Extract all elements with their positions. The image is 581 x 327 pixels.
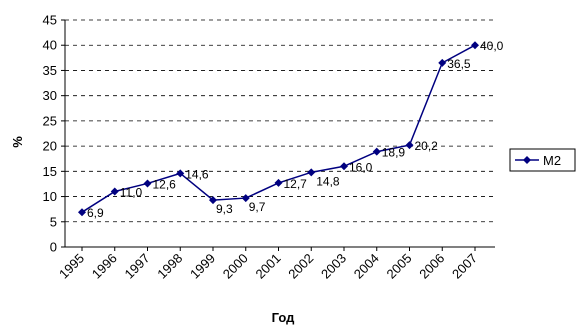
x-tick-label: 2001	[253, 251, 284, 282]
x-tick-label: 2006	[416, 251, 447, 282]
x-tick-label: 2003	[318, 251, 349, 282]
x-tick-label: 2002	[285, 251, 316, 282]
y-tick-label: 15	[43, 164, 57, 179]
y-tick-label: 35	[43, 63, 57, 78]
y-tick-label: 40	[43, 38, 57, 53]
x-tick-label: 1997	[122, 251, 153, 282]
data-point-marker	[471, 41, 479, 50]
data-point-marker	[241, 194, 250, 203]
y-tick-label: 5	[50, 214, 57, 229]
x-tick-label: 2005	[384, 251, 415, 282]
data-label: 9,7	[249, 200, 266, 214]
data-label: 12,6	[153, 177, 177, 191]
y-tick-label: 25	[43, 113, 57, 128]
x-tick-label: 1995	[56, 251, 87, 282]
data-point-marker	[372, 147, 381, 156]
legend: M2	[509, 148, 576, 172]
y-tick-label: 20	[43, 139, 57, 154]
data-label: 40,0	[480, 39, 504, 53]
legend-label: M2	[543, 153, 561, 168]
data-label: 6,9	[87, 206, 104, 220]
data-label: 20,2	[415, 139, 439, 153]
y-tick-label: 0	[50, 240, 57, 255]
x-tick-label: 1998	[154, 251, 185, 282]
axes	[61, 19, 495, 251]
y-tick-label: 30	[43, 88, 57, 103]
x-tick-label: 2004	[351, 251, 382, 282]
y-axis-title: %	[10, 136, 25, 148]
data-point-marker	[143, 179, 152, 188]
data-point-marker	[438, 58, 447, 67]
x-tick-label: 1999	[187, 251, 218, 282]
data-point-marker	[307, 168, 316, 177]
data-point-marker	[110, 187, 119, 196]
x-tick-label: 2000	[220, 251, 251, 282]
data-label: 9,3	[216, 202, 233, 216]
data-label: 16,0	[349, 160, 373, 174]
x-tick-label: 1996	[89, 251, 120, 282]
data-point-marker	[176, 169, 185, 178]
data-label: 12,7	[284, 177, 308, 191]
legend-marker	[523, 156, 531, 164]
data-point-marker	[78, 208, 86, 217]
data-point-marker	[209, 196, 217, 205]
data-point-marker	[274, 178, 283, 187]
y-tick-label: 10	[43, 189, 57, 204]
y-tick-label: 45	[43, 13, 57, 28]
data-label: 36,5	[447, 57, 471, 71]
data-label: 11,0	[120, 186, 143, 200]
data-point-marker	[405, 141, 414, 150]
x-axis-title: Год	[272, 310, 295, 325]
data-label: 18,9	[382, 146, 406, 160]
data-label: 14,8	[316, 174, 340, 188]
data-labels: 6,9 11,0 12,6 14,6 9,3 9,7 12,7 14,8 16,0 18,9 20,…	[87, 39, 504, 220]
data-point-marker	[340, 162, 348, 171]
y-tick-labels: 0 5 10 15 20 25 30 35 40 45	[43, 13, 57, 255]
x-tick-label: 2007	[449, 251, 480, 282]
data-label: 14,6	[185, 167, 209, 181]
legend-box	[509, 148, 576, 172]
series-m2	[78, 41, 479, 217]
x-tick-labels: 1995 1996 1997 1998 1999 2000 2001 2002 2003 2004…	[56, 251, 480, 282]
